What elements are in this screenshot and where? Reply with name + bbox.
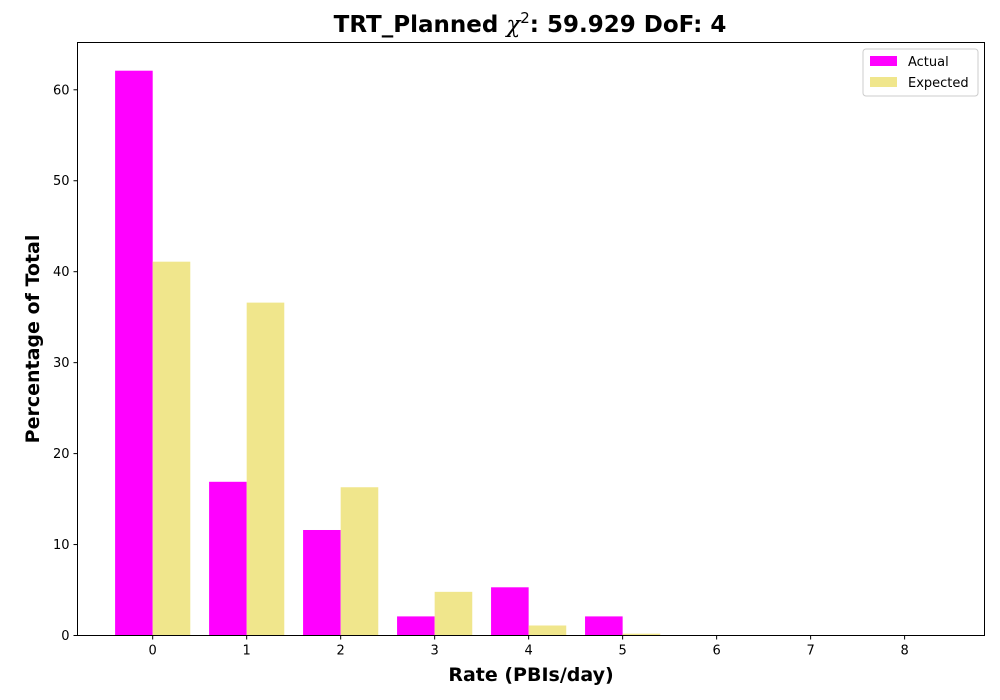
- plot-frame: [77, 42, 985, 636]
- bar-expected-4: [528, 625, 567, 636]
- x-tick-label: 6: [712, 644, 720, 659]
- x-tick-label: 2: [337, 644, 345, 659]
- bar-expected-1: [246, 302, 285, 636]
- bar-actual-3: [397, 616, 435, 636]
- bar-expected-5: [622, 633, 661, 636]
- x-tick-label: 1: [243, 644, 251, 659]
- legend-label-actual: Actual: [908, 55, 949, 70]
- bars-group: [115, 70, 755, 636]
- bar-expected-0: [152, 261, 191, 636]
- x-tick-label: 0: [149, 644, 157, 659]
- bar-actual-1: [209, 481, 247, 636]
- y-tick-label: 10: [53, 538, 70, 553]
- legend-swatch-expected: [870, 77, 897, 87]
- x-tick-label: 8: [900, 644, 908, 659]
- y-tick-label: 20: [53, 447, 70, 462]
- y-tick-label: 30: [53, 356, 70, 371]
- y-tick-label: 50: [53, 174, 70, 189]
- legend: Actual Expected: [862, 48, 979, 97]
- bar-actual-4: [491, 587, 529, 636]
- legend-swatch-actual: [870, 56, 897, 66]
- x-tick-label: 4: [525, 644, 533, 659]
- chart-title: TRT_Planned χ2: 59.929 DoF: 4: [334, 9, 727, 38]
- x-axis-ticks: 0 1 2 3 4 5 6 7 8: [149, 635, 909, 659]
- bar-actual-5: [585, 616, 623, 636]
- y-axis-ticks: 0 10 20 30 40 50 60: [53, 83, 78, 644]
- x-tick-label: 5: [618, 644, 626, 659]
- bar-actual-2: [303, 529, 341, 636]
- bar-expected-2: [340, 487, 379, 636]
- x-tick-label: 7: [806, 644, 814, 659]
- y-tick-label: 60: [53, 83, 70, 98]
- bar-actual-0: [115, 70, 153, 636]
- x-tick-label: 3: [431, 644, 439, 659]
- x-axis-label: Rate (PBIs/day): [448, 664, 613, 686]
- legend-label-expected: Expected: [908, 76, 969, 91]
- bar-expected-3: [434, 591, 473, 636]
- y-tick-label: 0: [61, 629, 69, 644]
- y-axis-label: Percentage of Total: [22, 235, 44, 444]
- y-tick-label: 40: [53, 265, 70, 280]
